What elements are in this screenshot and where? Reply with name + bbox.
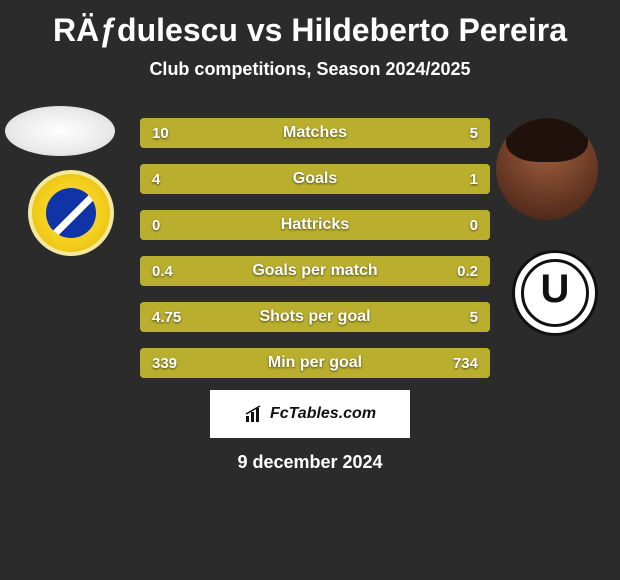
competition-subtitle: Club competitions, Season 2024/2025 [0, 59, 620, 80]
stat-label: Goals per match [140, 256, 490, 286]
stat-bars: 105Matches 41Goals 00Hattricks 0.40.2Goals … [140, 118, 490, 394]
player2-photo [496, 118, 598, 220]
brand-text: FcTables.com [270, 405, 376, 423]
brand-watermark: FcTables.com [210, 390, 410, 438]
stat-row: 4.755Shots per goal [140, 302, 490, 332]
stat-row: 00Hattricks [140, 210, 490, 240]
comparison-title: RÄƒdulescu vs Hildeberto Pereira [0, 0, 620, 49]
stat-label: Min per goal [140, 348, 490, 378]
player1-club-badge [28, 170, 114, 256]
stat-row: 41Goals [140, 164, 490, 194]
stat-row: 339734Min per goal [140, 348, 490, 378]
player1-photo [5, 106, 115, 156]
player2-club-badge [512, 250, 598, 336]
stat-label: Shots per goal [140, 302, 490, 332]
brand-icon [244, 404, 264, 424]
snapshot-date: 9 december 2024 [0, 452, 620, 473]
stat-label: Hattricks [140, 210, 490, 240]
stat-row: 105Matches [140, 118, 490, 148]
stat-label: Matches [140, 118, 490, 148]
stat-row: 0.40.2Goals per match [140, 256, 490, 286]
stat-label: Goals [140, 164, 490, 194]
